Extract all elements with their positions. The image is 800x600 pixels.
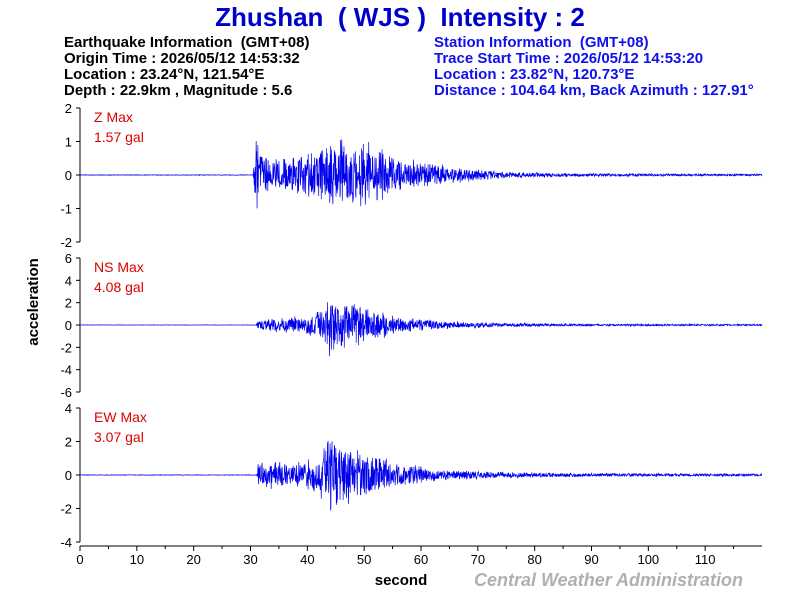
series-max-label: 4.08 gal [94,279,144,295]
y-tick-label: 0 [65,468,72,483]
station-info: Station Information (GMT+08) Trace Start… [434,35,754,99]
waveform-trace [79,139,763,209]
x-tick-label: 90 [584,552,598,567]
x-tick-label: 10 [130,552,144,567]
y-tick-label: 2 [65,101,72,116]
y-tick-label: -4 [60,535,72,550]
y-tick-label: 1 [65,135,72,150]
x-axis-label: second [375,572,428,589]
series-max-label: 1.57 gal [94,129,144,145]
y-tick-label: 2 [65,435,72,450]
series-name-label: NS Max [94,259,144,275]
station-location: Location : 23.82°N, 120.73°E [434,66,635,83]
y-tick-label: -2 [60,340,72,355]
panel-ns: 6 4 2 0 -2 -4 -6 NS Max 4.08 gal [60,251,763,400]
y-axis-label: acceleration [25,258,42,346]
y-tick-label: -2 [60,502,72,517]
y-tick-label: 2 [65,296,72,311]
trace-start-time: Trace Start Time : 2026/05/12 14:53:20 [434,50,704,67]
y-tick-label: 4 [65,401,72,416]
chart-title: Zhushan ( WJS ) Intensity : 2 [215,2,585,32]
y-tick-label: -2 [60,235,72,250]
y-tick-label: 4 [65,273,72,288]
x-tick-label: 30 [243,552,257,567]
x-tick-label: 70 [471,552,485,567]
x-tick-label: 50 [357,552,371,567]
panel-ew: 4 2 0 -2 -4 EW Max 3.07 gal [60,401,763,550]
x-tick-label: 110 [695,552,716,567]
x-tick-label: 80 [527,552,541,567]
x-tick-label: 20 [186,552,200,567]
x-tick-label: 100 [637,552,659,567]
station-info-heading: Station Information (GMT+08) [434,34,649,51]
series-name-label: EW Max [94,409,147,425]
y-tick-label: -1 [60,202,72,217]
waveform-trace [79,302,763,357]
x-tick-label: 40 [300,552,314,567]
x-tick-label: 0 [76,552,83,567]
y-tick-label: 6 [65,251,72,266]
series-name-label: Z Max [94,109,133,125]
y-tick-label: -6 [60,385,72,400]
x-tick-label: 60 [414,552,428,567]
earthquake-info-heading: Earthquake Information (GMT+08) [64,34,310,51]
y-tick-label: 0 [65,168,72,183]
origin-time: Origin Time : 2026/05/12 14:53:32 [64,50,300,67]
credit-text: Central Weather Administration [474,570,744,590]
y-tick-label: 0 [65,318,72,333]
epicenter-location: Location : 23.24°N, 121.54°E [64,66,265,83]
earthquake-info: Earthquake Information (GMT+08) Origin T… [64,35,309,99]
distance-azimuth: Distance : 104.64 km, Back Azimuth : 127… [434,82,754,99]
y-tick-label: -4 [60,363,72,378]
panel-z: 2 1 0 -1 -2 Z Max 1.57 gal [60,101,763,250]
waveform-trace [79,440,763,511]
depth-magnitude: Depth : 22.9km , Magnitude : 5.6 [64,82,293,99]
series-max-label: 3.07 gal [94,429,144,445]
